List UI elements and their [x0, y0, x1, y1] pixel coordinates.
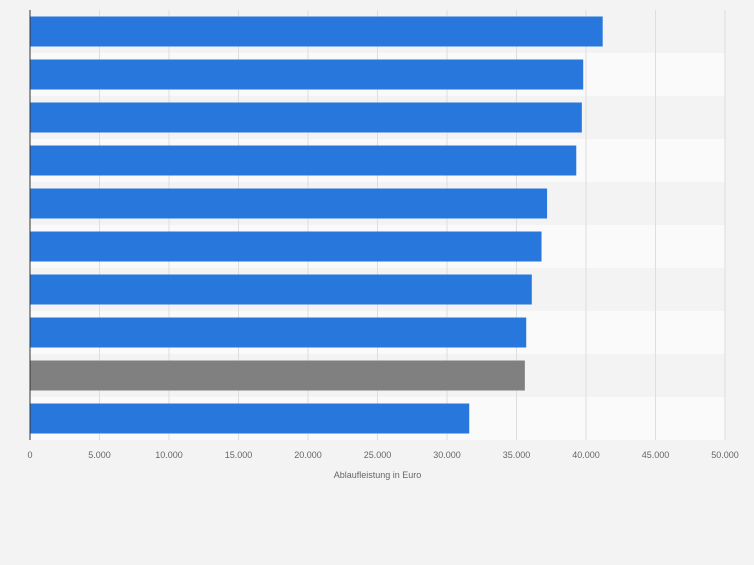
x-tick-label-0: 0	[27, 450, 32, 460]
bar-8[interactable]	[30, 317, 527, 348]
bar-4[interactable]	[30, 145, 577, 176]
x-tick-label-1: 5.000	[88, 450, 111, 460]
x-tick-label-9: 45.000	[642, 450, 670, 460]
bar-10[interactable]	[30, 403, 470, 434]
bar-1[interactable]	[30, 16, 603, 47]
x-tick-label-7: 35.000	[503, 450, 531, 460]
x-tick-label-2: 10.000	[155, 450, 183, 460]
bar-7[interactable]	[30, 274, 532, 305]
x-tick-label-10: 50.000	[711, 450, 739, 460]
x-tick-label-8: 40.000	[572, 450, 600, 460]
bar-6[interactable]	[30, 231, 542, 262]
x-tick-label-6: 30.000	[433, 450, 461, 460]
bar-3[interactable]	[30, 102, 582, 133]
bar-9[interactable]	[30, 360, 525, 391]
bar-5[interactable]	[30, 188, 548, 219]
x-tick-labels: 0 5.000 10.000 15.000 20.000 25.000 30.000 35.0…	[27, 450, 738, 460]
x-tick-label-4: 20.000	[294, 450, 322, 460]
bar-2[interactable]	[30, 59, 584, 90]
x-axis-title: Ablaufleistung in Euro	[334, 470, 422, 480]
x-tick-label-3: 15.000	[225, 450, 253, 460]
x-tick-label-5: 25.000	[364, 450, 392, 460]
bars	[30, 16, 603, 434]
